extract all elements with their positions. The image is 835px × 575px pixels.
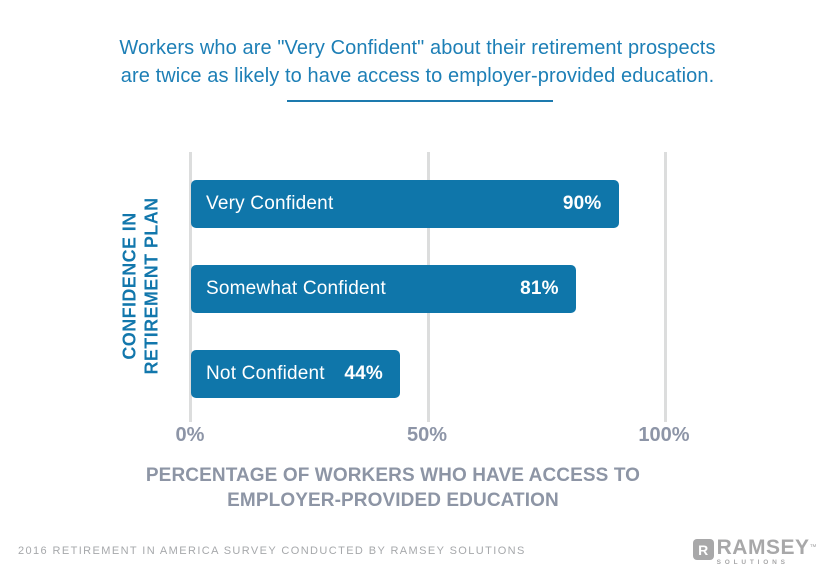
bar-category-label: Very Confident [206,193,334,214]
bar-very-confident: Very Confident 90% [191,180,619,228]
logo-mark-letter: R [698,541,709,558]
logo-trademark: ™ [809,544,817,551]
logo-wordmark: RAMSEY™ SOLUTIONS [716,536,817,566]
logo-subtext: SOLUTIONS [716,559,789,566]
ramsey-solutions-logo: R RAMSEY™ SOLUTIONS [692,536,817,566]
y-axis-label-line1: CONFIDENCE IN [119,212,140,360]
chart-title-line2: are twice as likely to have access to em… [120,65,715,87]
chart-title: Workers who are "Very Confident" about t… [0,34,835,90]
title-divider [287,100,553,102]
bar-not-confident: Not Confident 44% [191,350,400,398]
plot-area: Very Confident 90% Somewhat Confident 81… [189,152,667,422]
bar-somewhat-confident: Somewhat Confident 81% [191,265,576,313]
bar-category-label: Somewhat Confident [206,278,386,299]
x-tick-50-percent: 50% [406,424,448,446]
x-tick-100-percent: 100% [638,424,690,446]
logo-name: RAMSEY™ [716,536,817,559]
logo-name-text: RAMSEY [716,536,810,559]
bar-value-label: 90% [562,193,602,214]
source-attribution: 2016 RETIREMENT IN AMERICA SURVEY CONDUC… [18,545,526,557]
chart-title-line1: Workers who are "Very Confident" about t… [119,37,716,59]
bar-category-label: Not Confident [206,363,325,384]
x-tick-0-percent: 0% [175,424,205,446]
gridline-0-percent [189,152,192,422]
ramsey-r-mark-icon: R [692,539,714,560]
x-axis-label: PERCENTAGE OF WORKERS WHO HAVE ACCESS TO… [0,463,786,513]
bar-value-label: 81% [520,278,559,299]
x-axis-label-line1: PERCENTAGE OF WORKERS WHO HAVE ACCESS TO [145,465,641,486]
gridline-100-percent [664,152,667,422]
x-axis-label-line2: EMPLOYER-PROVIDED EDUCATION [227,490,559,511]
y-axis-label-line2: RETIREMENT PLAN [141,197,161,375]
bar-value-label: 44% [344,363,383,384]
y-axis-label: CONFIDENCE IN RETIREMENT PLAN [120,161,163,411]
